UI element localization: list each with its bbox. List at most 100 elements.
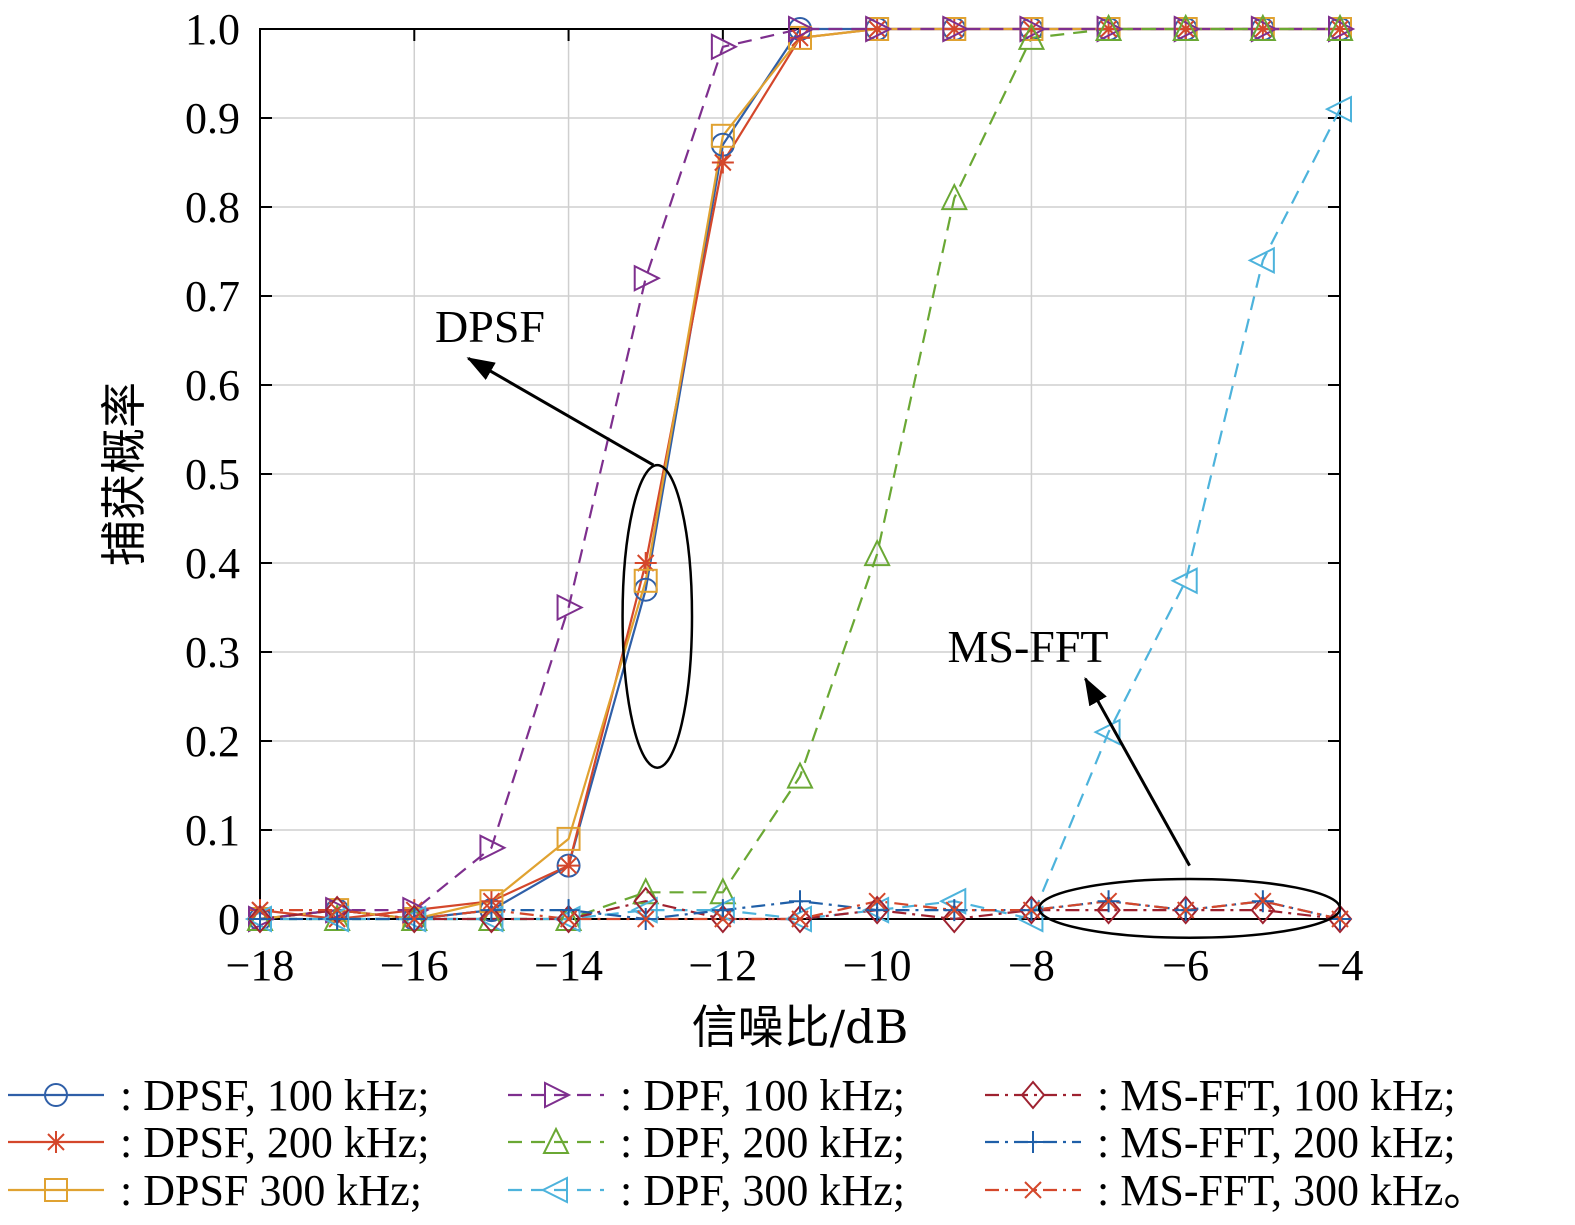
series-5-point [1093,718,1121,746]
series-6-point [1250,895,1276,925]
legend-item-0: : DPSF, 100 kHz; [8,1071,429,1120]
series-8-point [1331,910,1349,928]
legend-item-6: : MS-FFT, 100 kHz; [985,1071,1456,1120]
series-4-point [477,903,506,931]
series-7-point [711,899,734,922]
series-line-3 [259,27,1340,921]
legend-marker-6 [1020,1080,1046,1110]
series-2-point [633,568,658,593]
x-tick-label: −10 [843,941,912,990]
series-3-point [942,15,970,43]
series-6-point [556,904,581,934]
annotation-label-0: DPSF [435,301,545,352]
series-2-point [556,826,581,851]
series-3-point [1250,15,1279,43]
series-8-point [1177,901,1195,919]
x-tick-label: −8 [1008,941,1055,990]
series-4-point [863,538,891,567]
annotation-arrow-0 [466,357,655,467]
series-3-point [1019,15,1047,43]
series-7-point [326,908,349,930]
series-8-point [1254,892,1272,910]
legend-item-1: : DPSF, 200 kHz; [8,1118,429,1167]
series-3-point [633,264,661,292]
series-line-6 [259,900,1341,921]
series-8-point [1022,901,1041,919]
series-markers [244,13,1356,934]
legend: : DPSF, 100 kHz;: DPSF, 200 kHz;: DPSF 3… [8,1071,1487,1215]
series-line-4 [260,27,1340,921]
series-5-point [1324,95,1352,123]
series-4-point [1172,13,1200,41]
legend-label-3: : DPF, 100 kHz; [620,1071,905,1120]
legend-label-4: : DPF, 200 kHz; [620,1118,905,1167]
legend-marker-8 [1024,1181,1042,1199]
series-6-point [1327,904,1353,934]
y-tick-label: 0.9 [185,94,240,143]
axis-ticks: −18 −16 −14 −12 −10 −8 −6 −4 0 0.1 0.2 0.3 0.4 0.5 0.6… [185,5,1363,990]
series-4-point [1017,22,1046,50]
series-8-point [637,910,655,928]
y-tick-label: 0.5 [185,450,240,499]
series-6-point [787,904,813,934]
series-8-point [251,901,269,919]
y-tick-label: 0.8 [185,183,240,232]
series-4-point [940,182,968,211]
series-3-point [479,834,507,862]
series-6-point [479,904,504,934]
legend-label-7: : MS-FFT, 200 kHz; [1097,1118,1456,1167]
series-3-point [1096,15,1124,43]
series-1-point [1329,18,1351,40]
series-1-point [1174,18,1197,40]
legend-marker-7 [1022,1131,1044,1153]
legend-item-5: : DPF, 300 kHz; [508,1166,905,1215]
series-line-5 [260,108,1341,921]
series-6-point [941,904,967,934]
grid [260,29,1340,919]
series-7-point [866,899,889,922]
y-tick-label: 1.0 [185,5,240,54]
y-tick-label: 0.2 [185,717,240,766]
y-axis-title: 捕获概率 [97,382,151,566]
legend-label-5: : DPF, 300 kHz; [620,1166,905,1215]
series-1-point [1251,18,1274,40]
y-tick-label: 0.7 [185,272,240,321]
legend-marker-4 [542,1126,570,1154]
series-1-point [634,552,657,574]
legend-marker-5 [540,1176,568,1204]
series-6-point [1173,895,1199,925]
series-2-point [710,123,735,148]
series-8-point [868,892,886,910]
series-1-point [866,18,889,40]
series-4-point [1094,13,1123,41]
legend-item-8: : MS-FFT, 300 kHz。 [985,1166,1487,1215]
series-8-point [714,910,732,928]
legend-label-0: : DPSF, 100 kHz; [120,1071,429,1120]
legend-marker-2 [44,1178,68,1202]
series-4-point [1249,13,1277,41]
series-1-point [557,854,580,877]
x-tick-label: −4 [1317,941,1364,990]
y-tick-label: 0.6 [185,361,240,410]
annotations: DPSF MS-FFT [435,301,1342,939]
series-8-point [405,910,423,928]
series-1-point [789,26,811,49]
y-tick-label: 0.3 [185,628,240,677]
legend-item-4: : DPF, 200 kHz; [508,1118,905,1167]
x-tick-label: −12 [688,941,757,990]
series-1-point [1020,18,1043,40]
series-1-point [1097,18,1120,40]
annotation-ellipse-0 [621,463,694,769]
series-3-point [556,593,584,622]
y-tick-label: 0 [218,895,240,944]
series-8-point [482,901,501,919]
series-5-point [1170,567,1198,595]
series-8-point [328,901,346,919]
legend-label-6: : MS-FFT, 100 kHz; [1097,1071,1456,1120]
x-tick-label: −16 [380,941,449,990]
x-tick-label: −14 [534,941,603,990]
series-4-point [786,761,814,789]
annotation-label-1: MS-FFT [947,621,1108,672]
series-line-8 [260,900,1341,921]
